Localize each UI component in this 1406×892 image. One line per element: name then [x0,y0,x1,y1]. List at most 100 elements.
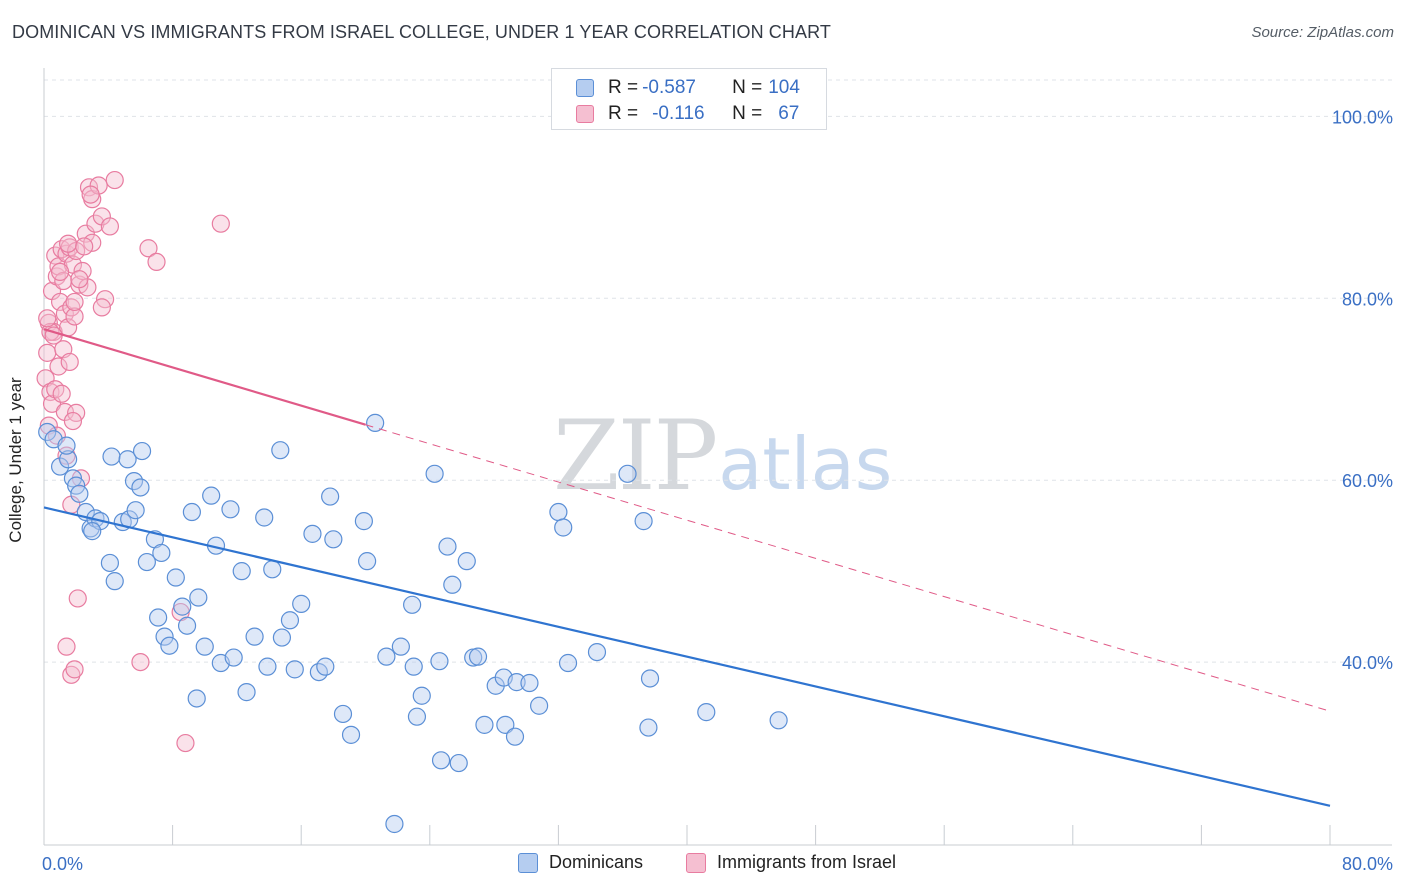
point-israel [52,384,71,403]
point-dominicans [149,608,168,627]
point-dominicans [358,552,377,571]
point-israel [59,234,78,253]
point-dominicans [189,588,208,607]
y-tick-label: 40.0% [1342,653,1393,673]
point-israel [49,357,68,376]
point-israel [86,214,105,233]
point-israel [38,343,57,362]
point-dominicans [404,657,423,676]
point-dominicans [263,560,282,579]
series-immigrants-from-israel [36,170,230,753]
point-dominicans [152,543,171,563]
trend-line-israel-solid [43,328,366,426]
n-value: 104 [768,77,800,98]
axes [43,68,1392,846]
point-dominicans [431,751,451,770]
point-dominicans [391,637,410,656]
y-tick-label: 60.0% [1342,471,1393,491]
point-dominicans [131,478,150,497]
point-dominicans [255,508,274,527]
trend-line-israel-dashed [365,424,1331,712]
point-israel [65,307,84,326]
point-dominicans [468,647,488,666]
r-value: -0.116 [652,103,705,124]
n-label: N = [732,103,763,124]
y-tick-label: 80.0% [1342,289,1393,309]
watermark-zip: ZIP [553,400,718,512]
point-dominicans [520,673,539,693]
point-dominicans [554,518,573,537]
point-israel [70,270,89,289]
point-israel [92,298,111,317]
r-label: R = [608,77,639,98]
point-israel [176,733,195,753]
chart-title: DOMINICAN VS IMMIGRANTS FROM ISRAEL COLL… [12,22,831,42]
point-dominicans [177,616,197,635]
point-dominicans [292,594,311,613]
point-israel [50,292,70,312]
point-dominicans [354,512,373,531]
point-dominicans [640,669,660,688]
trend-line-dominicans [43,506,1331,807]
point-dominicans [118,450,137,469]
point-dominicans [285,660,304,679]
point-israel [50,262,70,282]
source-credit: Source: ZipAtlas.com [1251,24,1394,41]
point-dominicans [639,718,658,737]
point-dominicans [366,413,385,432]
r-label: R = [608,103,639,124]
point-dominicans [160,636,179,655]
legend-item-israel[interactable]: Immigrants from Israel [686,852,896,873]
point-dominicans [697,703,716,722]
point-dominicans [237,683,256,702]
point-dominicans [173,597,192,616]
watermark-atlas: atlas [718,422,893,506]
point-israel [38,309,57,328]
tick-labels: 40.0% 60.0% 80.0% 100.0% 0.0% 80.0% [42,107,1393,874]
point-israel [57,637,76,656]
series-legend: Dominicans Immigrants from Israel [0,852,1406,878]
point-dominicans [280,611,300,630]
point-israel [62,665,81,684]
legend-row-dominicans: R = -0.587 N = 104 [576,76,800,100]
point-dominicans [443,575,462,594]
point-dominicans [83,522,102,541]
point-dominicans [187,689,206,708]
point-dominicans [59,450,78,469]
point-dominicans [102,447,121,466]
point-dominicans [271,441,290,460]
point-dominicans [587,642,607,662]
point-dominicans [457,552,476,571]
watermark: ZIPatlas [553,400,892,512]
point-dominicans [496,715,515,734]
point-dominicans [70,484,89,503]
point-israel [65,292,84,312]
point-dominicans [258,657,277,676]
point-dominicans [38,422,57,442]
point-dominicans [385,814,404,834]
point-dominicans [303,524,322,543]
point-dominicans [202,486,221,505]
point-israel [65,660,84,679]
point-israel [131,652,150,672]
point-dominicans [430,652,449,671]
point-israel [60,352,79,372]
point-dominicans [137,552,156,572]
point-israel [75,237,94,256]
point-dominicans [425,464,444,483]
point-dominicans [341,725,361,744]
point-dominicans [769,711,788,730]
point-dominicans [126,501,145,520]
point-dominicans [232,562,251,581]
point-dominicans [530,696,549,715]
series-dominicans [38,413,788,834]
point-dominicans [438,537,457,556]
point-israel [68,589,87,608]
point-dominicans [57,436,76,455]
point-dominicans [195,637,214,656]
legend-label: Dominicans [549,852,644,872]
point-dominicans [224,648,243,667]
point-dominicans [316,657,335,676]
legend-item-dominicans[interactable]: Dominicans [518,852,643,873]
